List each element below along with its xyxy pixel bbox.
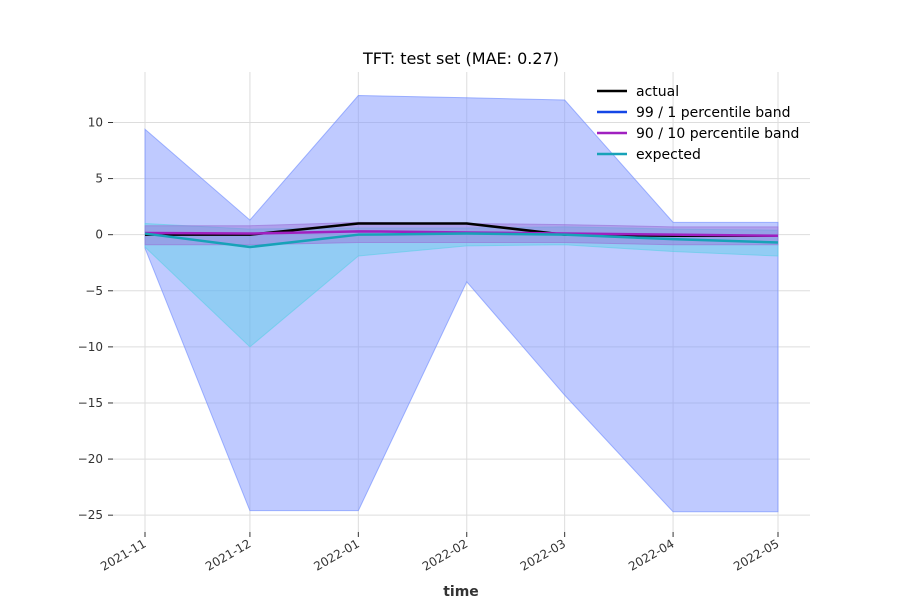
y-tick-label: 10	[88, 115, 103, 129]
y-ticks: 10 5 0 −5 −10 −15 −20 −25	[78, 115, 113, 522]
x-tick-label: 2022-01	[311, 536, 361, 573]
legend-label: expected	[636, 147, 701, 163]
y-tick-label: −10	[78, 340, 103, 354]
band-expected	[144, 222, 779, 348]
chart-title: TFT: test set (MAE: 0.27)	[362, 49, 559, 68]
x-ticks: 2021-11 2021-12 2022-01 2022-02 2022-03 2022-…	[98, 532, 782, 574]
legend-label: 99 / 1 percentile band	[636, 105, 790, 121]
y-tick-label: 5	[95, 172, 103, 186]
y-tick-label: −15	[78, 396, 103, 410]
x-tick-label: 2022-03	[518, 536, 568, 573]
y-tick-label: −5	[85, 284, 103, 298]
legend: actual 99 / 1 percentile band 90 / 10 perc…	[597, 84, 799, 163]
x-tick-label: 2022-05	[731, 536, 781, 573]
y-tick-label: −25	[78, 508, 103, 522]
series-lines	[144, 222, 779, 249]
x-tick-label: 2022-02	[420, 536, 470, 573]
x-tick-label: 2021-11	[98, 536, 148, 573]
line-expected	[144, 232, 779, 249]
legend-label: 90 / 10 percentile band	[636, 126, 799, 142]
legend-label: actual	[636, 84, 679, 100]
y-tick-label: 0	[95, 228, 103, 242]
x-tick-label: 2021-12	[203, 536, 253, 573]
band-99-1	[144, 95, 779, 513]
x-tick-label: 2022-04	[626, 536, 676, 573]
x-axis-label: time	[443, 584, 479, 600]
y-tick-label: −20	[78, 452, 103, 466]
